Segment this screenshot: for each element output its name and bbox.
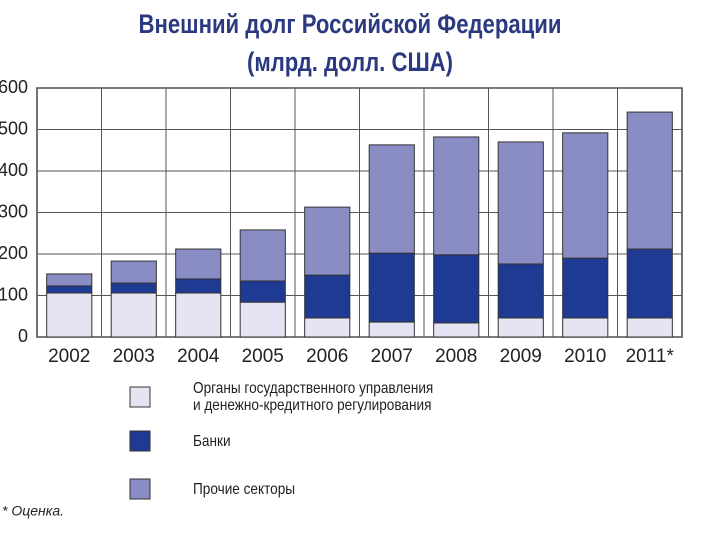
x-tick-label: 2004 [177, 346, 220, 367]
bar-segment [562, 317, 609, 338]
bar-segment [497, 317, 544, 338]
bar-segment [239, 229, 286, 282]
chart-title: Внешний долг Российской Федерации [139, 10, 562, 40]
x-tick-label: 2011* [626, 346, 675, 367]
y-tick-label: 600 [0, 77, 28, 97]
bar-segment [368, 252, 415, 323]
bar-segment [239, 280, 286, 303]
y-tick-label: 400 [0, 160, 28, 180]
x-tick-label: 2010 [564, 346, 606, 367]
bar-segment [46, 285, 93, 294]
bar-segment [304, 317, 351, 338]
legend-swatch [129, 386, 151, 408]
bar-segment [368, 144, 415, 254]
bar-segment [433, 136, 480, 256]
bar-segment [626, 248, 673, 319]
bar-segment [497, 141, 544, 265]
x-tick-label: 2006 [306, 346, 348, 367]
bar-segment [562, 132, 609, 259]
bar-segment [46, 273, 93, 287]
bar-segment [239, 301, 286, 338]
x-tick-label: 2007 [371, 346, 413, 367]
legend-label: Банки [193, 432, 231, 450]
y-tick-label: 0 [18, 326, 28, 346]
bar-segment [562, 257, 609, 319]
bar-segment [110, 260, 157, 284]
y-tick-label: 500 [0, 118, 28, 138]
bar-segment [110, 292, 157, 338]
legend-label: Органы государственного управления и ден… [193, 380, 434, 414]
y-tick-label: 300 [0, 201, 28, 221]
bar-segment [46, 292, 93, 338]
bar-segment [626, 317, 673, 338]
y-tick-label: 100 [0, 284, 28, 304]
x-tick-label: 2005 [242, 346, 284, 367]
y-tick-label: 200 [0, 243, 28, 263]
bar-segment [433, 254, 480, 324]
x-tick-label: 2008 [435, 346, 477, 367]
x-tick-label: 2009 [500, 346, 542, 367]
x-tick-label: 2002 [48, 346, 90, 367]
bar-segment [433, 322, 480, 338]
bar-segment [304, 274, 351, 319]
bar-segment [110, 282, 157, 294]
legend-swatch [129, 478, 151, 500]
bar-segment [175, 292, 222, 338]
bar-segment [497, 263, 544, 319]
x-tick-label: 2003 [113, 346, 155, 367]
legend-swatch [129, 430, 151, 452]
legend-label: Прочие секторы [193, 480, 296, 498]
chart-subtitle: (млрд. долл. США) [247, 48, 453, 78]
bar-segment [175, 248, 222, 280]
footnote: * Оценка. [2, 503, 64, 519]
bar-segment [626, 111, 673, 250]
bar-segment [175, 278, 222, 294]
bar-segment [368, 321, 415, 338]
bar-segment [304, 206, 351, 276]
